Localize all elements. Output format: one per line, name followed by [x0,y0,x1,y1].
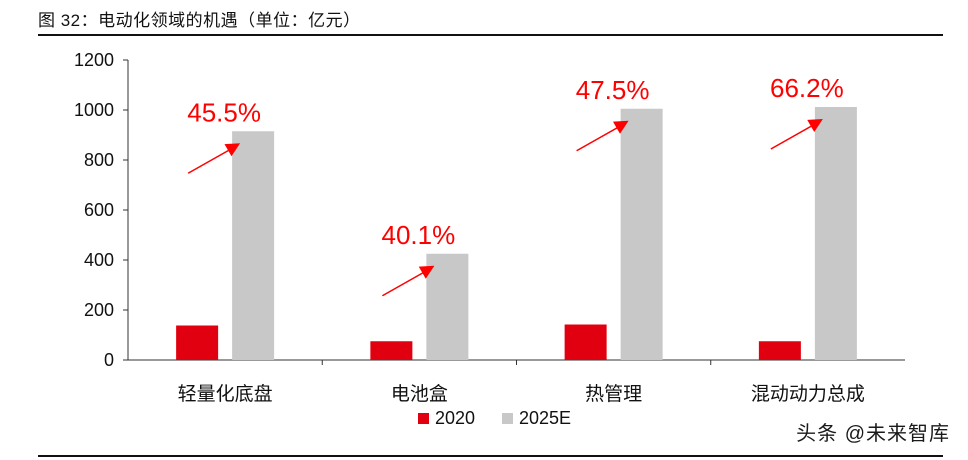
legend-swatch-2020 [418,413,429,424]
y-tick-label: 800 [84,150,114,170]
y-tick-label: 0 [104,350,114,370]
bar-2020-4 [758,341,801,360]
x-tick-label: 热管理 [585,383,642,405]
bar-2020-3 [564,324,607,360]
bar-2020-1 [176,325,219,360]
legend-label-2020: 2020 [435,408,475,428]
y-tick-label: 200 [84,300,114,320]
x-tick-label: 电池盒 [391,383,448,405]
growth-arrow-shaft [770,122,818,150]
x-tick-label: 混动动力总成 [751,383,865,405]
growth-arrow-head [418,265,435,279]
growth-label: 40.1% [382,220,456,250]
watermark: 头条 @未来智库 [796,423,950,445]
bar-2020-2 [370,341,413,360]
growth-arrow-head [224,143,241,157]
figure-title: 图 32：电动化领域的机遇（单位：亿元） [38,11,361,30]
growth-arrow-head [613,120,629,134]
bar-2025e-3 [620,108,663,360]
x-axis: 轻量化底盘 电池盒 热管理 混动动力总成 [128,359,905,405]
bars [176,107,857,360]
growth-arrow-shaft [187,146,235,174]
bar-2025e-2 [426,253,469,360]
growth-arrow-head [807,119,823,133]
y-tick-label: 600 [84,200,114,220]
growth-arrow-shaft [576,124,623,152]
growth-label: 47.5% [576,75,650,105]
bar-2025e-4 [814,107,857,360]
growth-annotations: 45.5% 40.1% 47.5% 66.2% [187,73,844,297]
growth-arrow-shaft [382,269,429,297]
top-rule [38,34,943,36]
legend-swatch-2025e [502,413,513,424]
growth-label: 66.2% [770,73,844,103]
legend: 2020 2025E [418,408,571,428]
bar-2025e-1 [232,131,275,360]
legend-label-2025e: 2025E [519,408,571,428]
y-tick-label: 1200 [74,50,114,70]
y-axis: 0 200 400 600 800 1000 1200 [74,50,129,370]
bottom-rule [38,455,943,457]
y-tick-label: 400 [84,250,114,270]
growth-label: 45.5% [187,97,261,127]
y-tick-label: 1000 [74,100,114,120]
x-tick-label: 轻量化底盘 [178,383,273,405]
